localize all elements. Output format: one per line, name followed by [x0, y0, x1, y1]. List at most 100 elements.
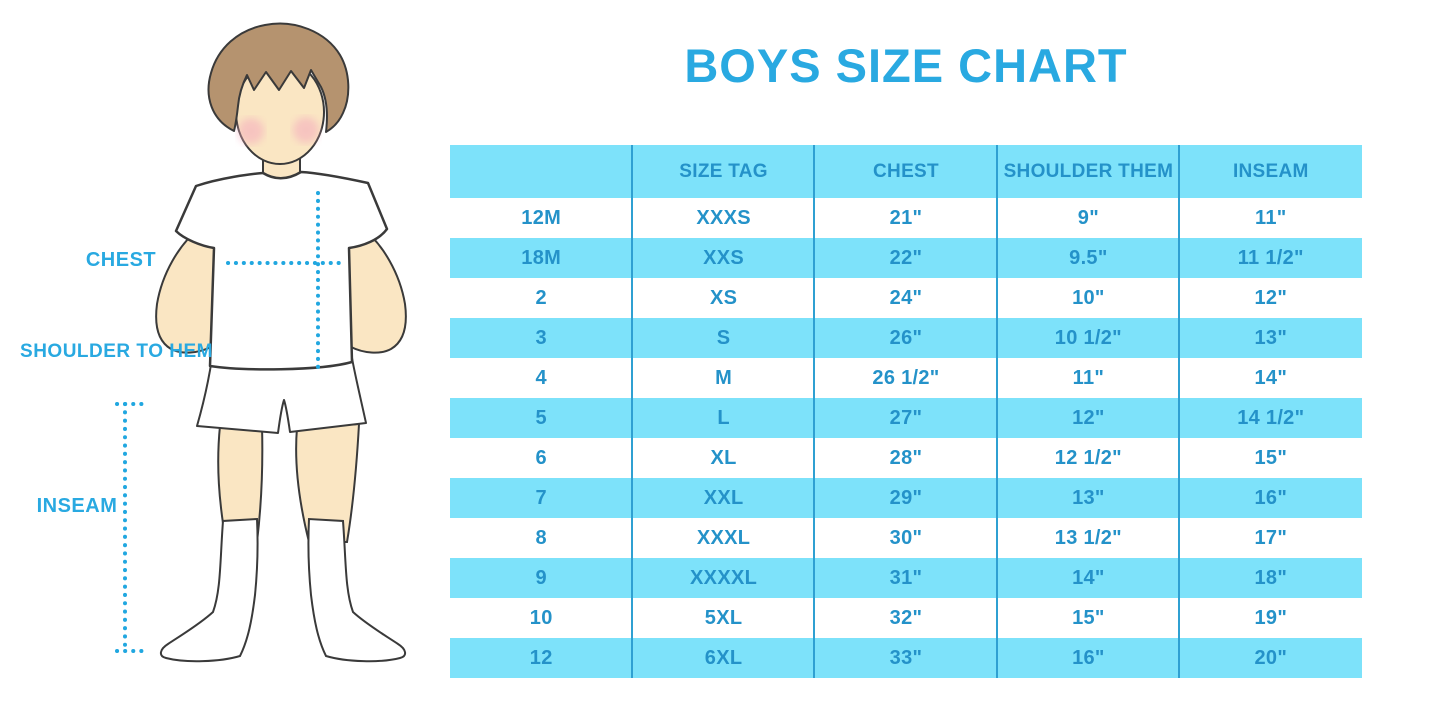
inseam-label: INSEAM	[36, 495, 118, 517]
table-row: 10 5XL 32" 15" 19"	[450, 598, 1362, 638]
left-arm-shape	[155, 226, 221, 354]
table-cell: 27"	[889, 406, 923, 429]
table-row: 5 L 27" 12" 14 1/2"	[450, 398, 1362, 438]
table-cell: 15"	[1254, 446, 1288, 469]
table-cell: 12	[529, 646, 553, 669]
left-cheek-blush	[238, 118, 264, 144]
chest-label: CHEST	[85, 249, 157, 271]
table-cell: 5XL	[704, 606, 743, 629]
table-cell: 7	[535, 486, 547, 509]
table-cell: 2	[535, 286, 547, 309]
right-leg-shape	[295, 422, 361, 543]
table-cell: XL	[710, 446, 737, 469]
table-cell: 11 1/2"	[1237, 246, 1304, 269]
table-cell: 10	[529, 606, 553, 629]
table-cell: 9	[535, 566, 547, 589]
table-cell: 11"	[1072, 366, 1105, 389]
table-cell: 20"	[1254, 646, 1288, 669]
table-cell: 14"	[1072, 566, 1105, 589]
table-row: 8 XXXL 30" 13 1/2" 17"	[450, 518, 1362, 558]
table-row: 3 S 26" 10 1/2" 13"	[450, 318, 1362, 358]
boy-figure-illustration	[115, 22, 407, 663]
table-cell: 10"	[1072, 286, 1105, 309]
tshirt-shape	[174, 170, 389, 371]
table-cell: 14"	[1254, 366, 1288, 389]
table-cell: INSEAM	[1232, 160, 1309, 182]
table-cell: 5	[535, 406, 547, 429]
table-row: 4 M 26 1/2" 11" 14"	[450, 358, 1362, 398]
table-cell: XXXXL	[690, 566, 758, 589]
column-divider	[631, 145, 633, 678]
table-row: 7 XXL 29" 13" 16"	[450, 478, 1362, 518]
table-cell: 13"	[1254, 326, 1288, 349]
table-cell: 11"	[1255, 206, 1287, 229]
table-cell: 18"	[1254, 566, 1288, 589]
table-cell: 12"	[1254, 286, 1288, 309]
column-divider	[1178, 145, 1180, 678]
table-cell: 12"	[1072, 406, 1105, 429]
table-cell: L	[717, 406, 730, 429]
table-cell: 10 1/2"	[1054, 326, 1122, 349]
right-arm-shape	[341, 226, 407, 354]
table-row: 12M XXXS 21" 9" 11"	[450, 198, 1362, 238]
table-cell: XXXL	[696, 526, 751, 549]
table-cell: 12M	[521, 206, 562, 229]
table-cell: 28"	[889, 446, 923, 469]
table-cell: 4	[535, 366, 547, 389]
table-cell: 26 1/2"	[872, 366, 940, 389]
measurement-lines	[115, 191, 345, 653]
page-title: BOYS SIZE CHART	[684, 39, 1128, 92]
table-cell: S	[716, 326, 731, 349]
column-divider	[813, 145, 815, 678]
table-cell: 18M	[521, 246, 562, 269]
table-cell: 9"	[1077, 206, 1099, 229]
column-divider	[996, 145, 998, 678]
table-cell: XXXS	[696, 206, 751, 229]
table-row: 2 XS 24" 10" 12"	[450, 278, 1362, 318]
size-table-header: SIZE TAG CHEST SHOULDER THEM INSEAM	[450, 145, 1362, 198]
table-cell: 16"	[1254, 486, 1288, 509]
table-cell: SHOULDER THEM	[1003, 160, 1174, 182]
table-cell: 22"	[889, 246, 923, 269]
table-cell: 31"	[889, 566, 923, 589]
table-cell: 19"	[1254, 606, 1288, 629]
table-cell: 24"	[889, 286, 923, 309]
table-row: 12 6XL 33" 16" 20"	[450, 638, 1362, 678]
table-cell: 8	[535, 526, 547, 549]
shorts-shape	[196, 357, 367, 434]
table-cell: 33"	[889, 646, 923, 669]
size-table: SIZE TAG CHEST SHOULDER THEM INSEAM 12M XXXS…	[450, 145, 1362, 678]
table-cell: 15"	[1072, 606, 1105, 629]
left-sock-shape	[160, 517, 259, 663]
table-cell: M	[715, 366, 733, 389]
table-cell: 29"	[889, 486, 923, 509]
table-cell: 16"	[1072, 646, 1105, 669]
table-row: 18M XXS 22" 9.5" 11 1/2"	[450, 238, 1362, 278]
right-sock-shape	[307, 517, 406, 663]
table-cell: 26"	[889, 326, 923, 349]
table-cell: XXL	[703, 486, 744, 509]
table-row: 9 XXXXL 31" 14" 18"	[450, 558, 1362, 598]
table-cell: SIZE TAG	[679, 160, 768, 182]
table-cell: 21"	[889, 206, 923, 229]
table-cell: 6XL	[704, 646, 743, 669]
table-cell: XXS	[703, 246, 745, 269]
table-row: 6 XL 28" 12 1/2" 15"	[450, 438, 1362, 478]
table-cell: 17"	[1254, 526, 1288, 549]
table-cell: 13"	[1072, 486, 1105, 509]
shoulder-to-hem-label: SHOULDER TO HEM	[20, 341, 213, 362]
table-cell: 32"	[889, 606, 923, 629]
table-cell: 9.5"	[1069, 246, 1108, 269]
table-cell: XS	[709, 286, 738, 309]
table-cell: 30"	[889, 526, 923, 549]
table-cell: 6	[535, 446, 547, 469]
right-cheek-blush	[293, 117, 319, 143]
table-cell: 13 1/2"	[1054, 526, 1122, 549]
size-table-body: 12M XXXS 21" 9" 11" 18M XXS 22" 9.5" 11 1/2" 2 XS 24…	[450, 198, 1362, 678]
table-cell: CHEST	[873, 160, 939, 182]
table-cell: 3	[535, 326, 547, 349]
table-cell: 14 1/2"	[1237, 406, 1305, 429]
hair-shape	[207, 22, 350, 133]
table-cell: 12 1/2"	[1054, 446, 1122, 469]
